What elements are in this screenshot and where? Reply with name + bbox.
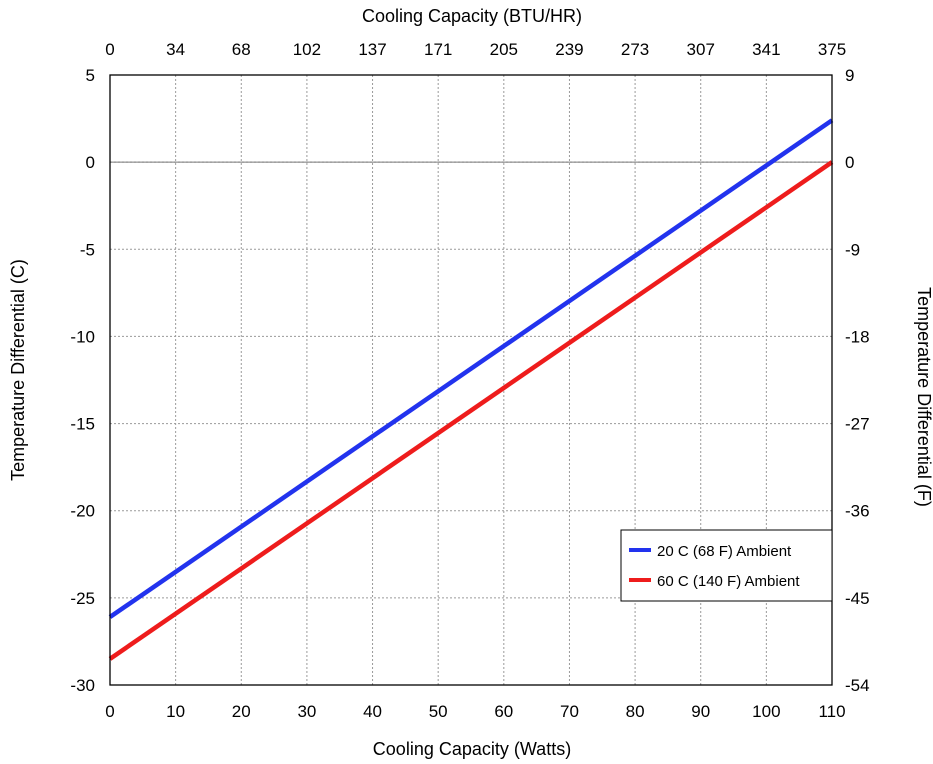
y2-axis-ticks: 9 0 -9 -18 -27 -36 -45 -54 [845, 66, 870, 695]
y-tick-label: -20 [70, 502, 95, 521]
legend-label-20c: 20 C (68 F) Ambient [657, 543, 792, 560]
y-axis-ticks: 5 0 -5 -10 -15 -20 -25 -30 [70, 66, 95, 695]
x-tick-label: 60 [494, 702, 513, 721]
x2-axis-title: Cooling Capacity (BTU/HR) [362, 6, 582, 26]
x2-tick-label: 273 [621, 40, 649, 59]
y-axis-title: Temperature Differential (C) [8, 259, 28, 481]
x2-tick-label: 34 [166, 40, 185, 59]
y2-tick-label: -9 [845, 240, 860, 259]
x2-tick-label: 307 [687, 40, 715, 59]
plot-frame [109, 74, 833, 686]
y2-tick-label: -54 [845, 676, 870, 695]
y-tick-label: -25 [70, 589, 95, 608]
y2-tick-label: 9 [845, 66, 854, 85]
x-tick-label: 90 [691, 702, 710, 721]
x-tick-label: 110 [818, 702, 845, 721]
legend: 20 C (68 F) Ambient 60 C (140 F) Ambient [620, 529, 833, 602]
x-tick-label: 80 [626, 702, 645, 721]
x-tick-label: 30 [297, 702, 316, 721]
legend-box [620, 529, 833, 602]
x2-tick-label: 0 [105, 40, 114, 59]
x2-tick-label: 239 [555, 40, 583, 59]
x2-tick-label: 171 [424, 40, 452, 59]
legend-label-60c: 60 C (140 F) Ambient [657, 573, 800, 590]
x2-tick-label: 205 [490, 40, 518, 59]
y2-axis-title: Temperature Differential (F) [914, 287, 933, 507]
x-axis-ticks: 0 10 20 30 40 50 60 70 80 90 100 110 [105, 702, 845, 721]
y2-tick-label: -27 [845, 415, 870, 434]
x-tick-label: 10 [166, 702, 185, 721]
y2-tick-label: -36 [845, 502, 870, 521]
y2-tick-label: -18 [845, 327, 870, 346]
y-tick-label: -10 [70, 327, 95, 346]
x-tick-label: 100 [752, 702, 780, 721]
y-tick-label: 0 [86, 153, 95, 172]
x-tick-label: 0 [105, 702, 114, 721]
y-tick-label: -5 [80, 240, 95, 259]
y-tick-label: 5 [86, 66, 95, 85]
x2-tick-label: 375 [818, 40, 846, 59]
x2-tick-label: 137 [358, 40, 386, 59]
x-tick-label: 20 [232, 702, 251, 721]
y2-tick-label: 0 [845, 153, 854, 172]
x2-tick-label: 341 [752, 40, 780, 59]
x-axis-title: Cooling Capacity (Watts) [373, 739, 571, 759]
x-tick-label: 40 [363, 702, 382, 721]
series-line-0 [108, 118, 834, 619]
x-tick-label: 70 [560, 702, 579, 721]
x2-tick-label: 68 [232, 40, 251, 59]
y-tick-label: -30 [70, 676, 95, 695]
x2-axis-ticks: 0 34 68 102 137 171 205 239 273 307 341 375 [105, 40, 846, 59]
y-tick-label: -15 [70, 415, 95, 434]
y2-tick-label: -45 [845, 589, 870, 608]
x-tick-label: 50 [429, 702, 448, 721]
series-line-1 [108, 160, 834, 661]
x2-tick-label: 102 [293, 40, 321, 59]
series-layer [108, 118, 834, 661]
